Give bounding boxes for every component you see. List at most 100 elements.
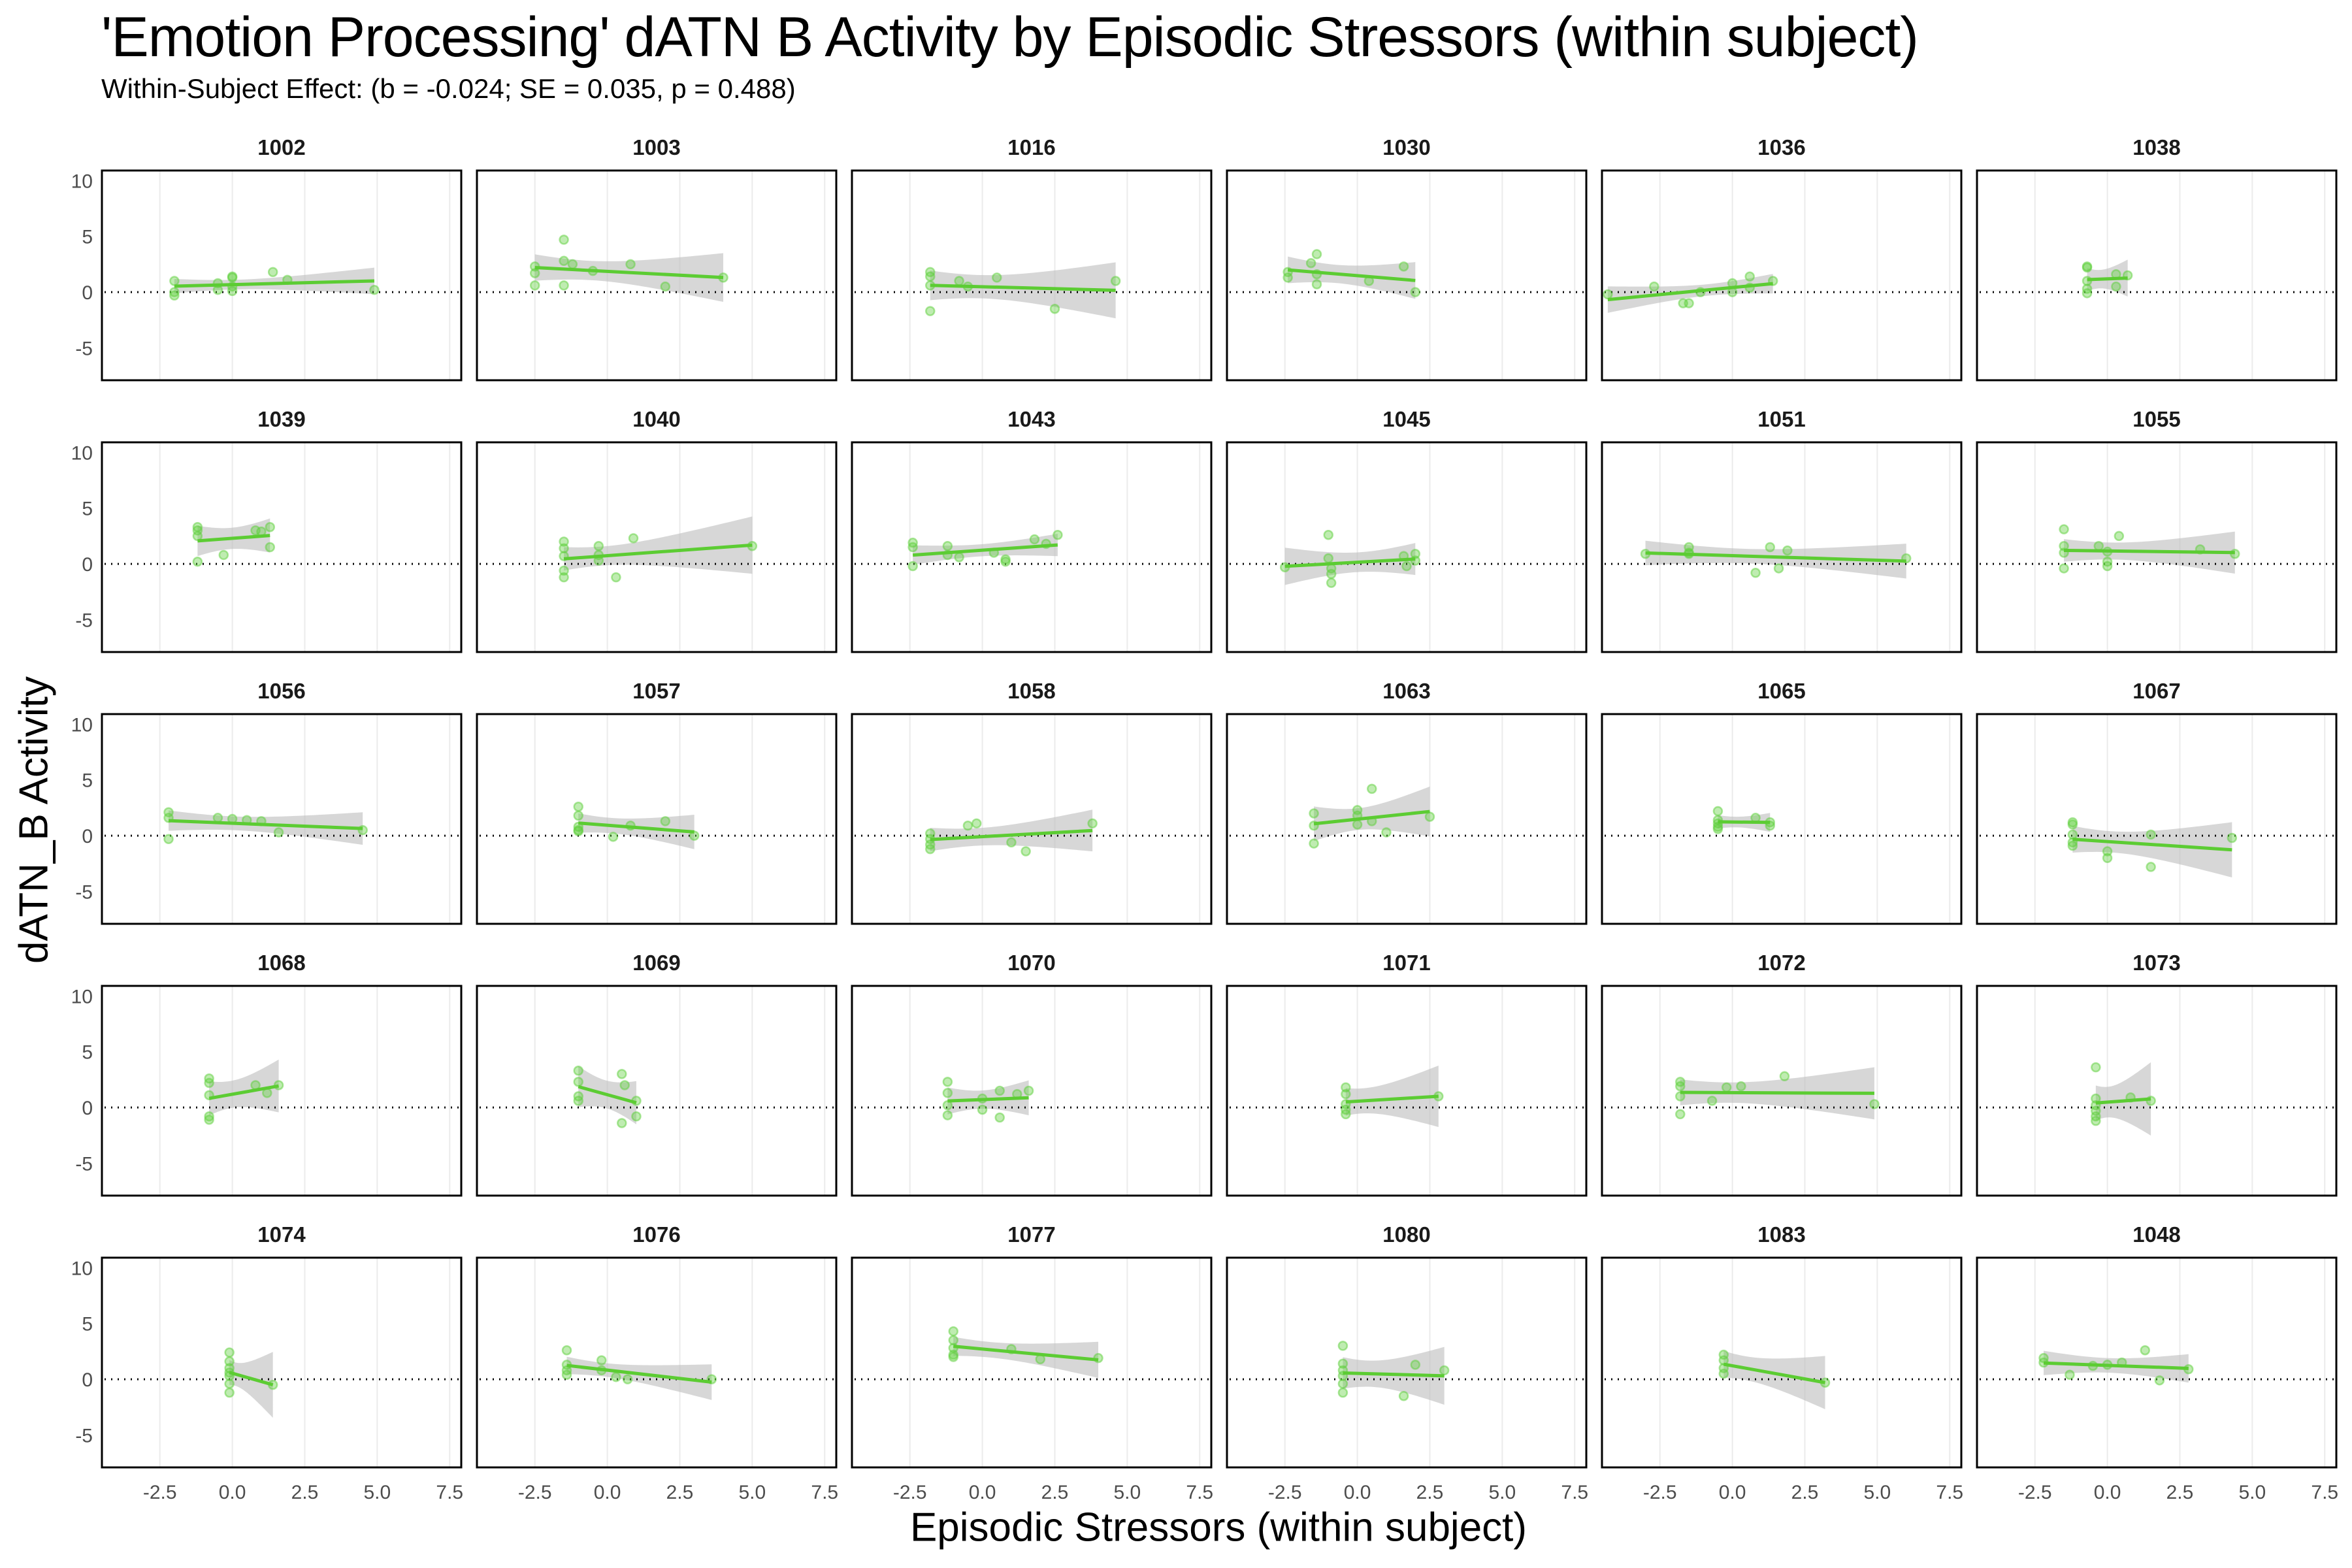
x-tick-label: -2.5 <box>2018 1482 2052 1503</box>
facet-panel-1070: 1070 <box>851 951 1213 1197</box>
data-point <box>265 542 276 553</box>
data-point <box>1773 563 1784 574</box>
x-tick-label: -2.5 <box>143 1482 177 1503</box>
y-tick-label: -5 <box>75 338 93 359</box>
panel-border <box>476 713 838 925</box>
facet-panel-1069: 1069 <box>476 951 838 1197</box>
facet-panel-1045: 1045 <box>1226 407 1588 653</box>
x-tick-label: 7.5 <box>2311 1482 2338 1503</box>
data-point <box>561 1369 572 1380</box>
data-point <box>1311 279 1322 289</box>
chart-subtitle: Within-Subject Effect: (b = -0.024; SE =… <box>101 73 796 104</box>
data-point <box>529 268 540 278</box>
data-point <box>2102 853 2113 864</box>
facet-strip-label: 1077 <box>1007 1222 1055 1247</box>
data-point <box>1649 281 1659 292</box>
panel-border <box>1976 169 2338 382</box>
facet-strip-label: 1065 <box>1757 679 1805 703</box>
facet-panel-1068: 1068 -5 0 5 10 <box>71 951 463 1197</box>
data-point <box>907 542 918 553</box>
data-point <box>1712 806 1723 817</box>
facet-strip-label: 1003 <box>632 135 680 159</box>
x-tick-label: 0.0 <box>594 1482 621 1503</box>
regression-line <box>174 279 375 288</box>
data-point <box>1398 261 1409 272</box>
data-point <box>942 1110 953 1120</box>
data-point <box>169 287 180 297</box>
x-tick-label: 5.0 <box>739 1482 766 1503</box>
data-point <box>617 1118 627 1128</box>
confidence-band <box>2072 822 2232 878</box>
confidence-band <box>953 1337 1099 1379</box>
facet-panel-1036: 1036 <box>1601 135 1963 382</box>
facet-panel-1080: 1080 -2.5 0.0 2.5 5.0 7.5 <box>1226 1222 1588 1503</box>
data-point <box>1337 1341 1348 1351</box>
data-point <box>1323 553 1333 564</box>
regression-line <box>1343 1371 1445 1378</box>
data-point <box>224 1347 235 1358</box>
data-point <box>992 272 1002 283</box>
data-point <box>1309 808 1319 819</box>
data-point <box>561 1345 572 1356</box>
panel-border <box>851 169 1213 382</box>
x-tick-label: 7.5 <box>436 1482 463 1503</box>
data-point <box>1684 298 1694 308</box>
panel-border <box>851 713 1213 925</box>
facet-panel-1016: 1016 <box>851 135 1213 382</box>
facet-panel-1065: 1065 <box>1601 679 1963 925</box>
data-point <box>1326 568 1337 580</box>
facet-strip-label: 1040 <box>632 407 680 431</box>
data-point <box>2059 524 2069 534</box>
x-tick-label: -2.5 <box>893 1482 927 1503</box>
facet-strip-label: 1036 <box>1757 135 1805 159</box>
x-tick-label: 2.5 <box>1791 1482 1819 1503</box>
data-point <box>1087 818 1098 829</box>
panel-border <box>476 985 838 1197</box>
data-point <box>2111 281 2121 292</box>
data-point <box>942 1088 953 1098</box>
regression-line <box>2087 276 2128 282</box>
regression-line <box>1284 557 1416 568</box>
facet-strip-label: 1080 <box>1382 1222 1430 1247</box>
panel-border <box>1601 441 1963 653</box>
regression-line <box>930 828 1093 841</box>
facet-panel-1039: 1039 -5 0 5 10 <box>71 407 463 653</box>
confidence-band <box>534 253 724 302</box>
data-point <box>2059 563 2069 574</box>
regression-line <box>1645 551 1906 563</box>
data-point <box>608 832 619 842</box>
regression-line <box>2095 1097 2151 1105</box>
regression-line <box>1345 1094 1439 1104</box>
data-point <box>611 572 621 583</box>
panel-border <box>1976 1256 2338 1469</box>
y-tick-label: -5 <box>75 1425 93 1446</box>
data-point <box>2154 1375 2165 1386</box>
panel-border <box>1601 169 1963 382</box>
data-point <box>1439 1365 1450 1376</box>
data-point <box>2227 832 2238 843</box>
regression-line <box>2072 838 2232 852</box>
panel-border <box>1976 713 2338 925</box>
data-point <box>1765 542 1776 553</box>
regression-line <box>534 266 724 280</box>
data-point <box>369 284 380 295</box>
y-tick-label: 0 <box>82 554 93 576</box>
data-point <box>224 1387 235 1398</box>
data-point <box>1311 249 1322 259</box>
facet-strip-label: 1055 <box>2132 407 2180 431</box>
confidence-band <box>229 1352 273 1418</box>
facet-panel-1003: 1003 <box>476 135 838 382</box>
data-point <box>567 259 578 270</box>
data-point <box>2102 561 2113 572</box>
data-point <box>1410 548 1421 559</box>
data-point <box>1323 529 1333 540</box>
x-tick-label: -2.5 <box>1268 1482 1302 1503</box>
data-point <box>925 271 936 282</box>
data-point <box>942 541 953 551</box>
data-point <box>925 843 936 855</box>
facet-panel-1063: 1063 <box>1226 679 1588 925</box>
data-point <box>192 556 203 567</box>
data-point <box>1381 827 1392 838</box>
data-point <box>1000 554 1011 565</box>
data-point <box>1282 272 1293 283</box>
